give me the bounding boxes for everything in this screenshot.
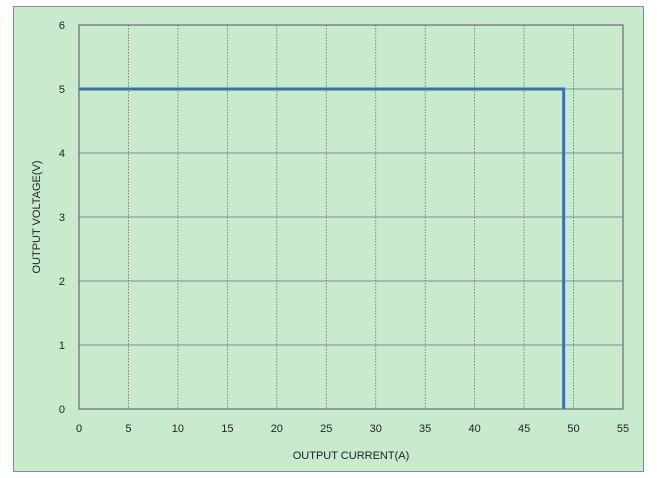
x-tick-label: 15 bbox=[221, 423, 233, 435]
x-tick-label: 35 bbox=[419, 423, 431, 435]
y-tick-label: 1 bbox=[59, 340, 65, 352]
y-tick-label: 0 bbox=[59, 404, 65, 416]
x-tick-label: 30 bbox=[370, 423, 382, 435]
y-tick-label: 4 bbox=[59, 148, 65, 160]
x-tick-label: 10 bbox=[172, 423, 184, 435]
x-tick-label: 40 bbox=[469, 423, 481, 435]
y-tick-label: 5 bbox=[59, 84, 65, 96]
x-tick-label: 25 bbox=[320, 423, 332, 435]
y-tick-label: 2 bbox=[59, 276, 65, 288]
y-tick-labels: 0 1 2 3 4 5 6 bbox=[59, 20, 65, 416]
y-tick-label: 6 bbox=[59, 20, 65, 32]
x-tick-label: 0 bbox=[76, 423, 82, 435]
x-tick-label: 20 bbox=[271, 423, 283, 435]
x-tick-label: 45 bbox=[518, 423, 530, 435]
x-tick-label: 55 bbox=[617, 423, 629, 435]
x-tick-labels: 0 5 10 15 20 25 30 35 40 45 50 55 bbox=[76, 423, 629, 435]
x-tick-label: 50 bbox=[567, 423, 579, 435]
x-tick-label: 5 bbox=[125, 423, 131, 435]
series-layer bbox=[79, 87, 566, 409]
y-tick-label: 3 bbox=[59, 212, 65, 224]
series-line-0 bbox=[79, 87, 566, 409]
x-axis-title: OUTPUT CURRENT(A) bbox=[293, 450, 410, 462]
y-axis-title: OUTPUT VOLTAGE(V) bbox=[31, 160, 43, 273]
